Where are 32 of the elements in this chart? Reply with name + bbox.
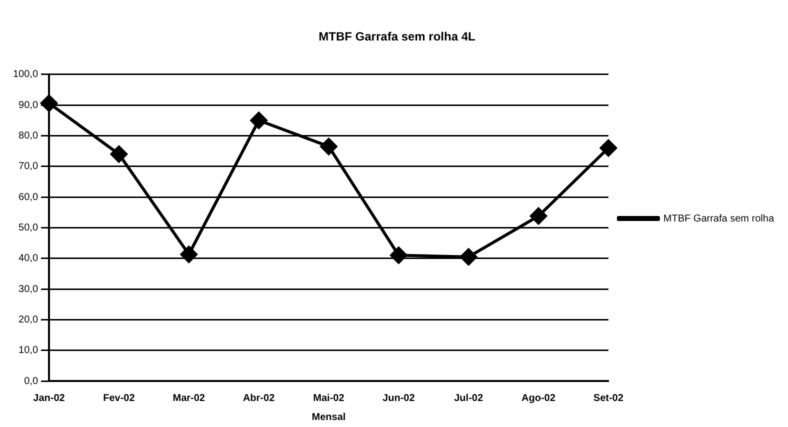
point [320,138,338,155]
y-tick-label: 80,0 [18,130,38,142]
point [180,246,198,263]
point [600,139,617,156]
x-tick-label: Set-02 [593,392,624,404]
y-tick-label: 100,0 [12,69,38,80]
point [250,112,268,129]
point [530,208,547,225]
x-tick-label: Mar-02 [172,392,206,404]
chart-title: MTBF Garrafa sem rolha 4L [318,30,476,44]
y-tick-label: 40,0 [18,253,38,264]
legend-label: MTBF Garrafa sem rolha [663,213,774,224]
y-tick-label: 50,0 [18,222,38,234]
x-tick-label: Abr-02 [242,392,276,404]
y-tick-label: 0,0 [24,376,38,387]
point [460,248,478,266]
point [390,246,408,264]
point [110,146,128,163]
x-tick-label: Jan-02 [33,392,66,404]
x-tick-label: Ago-02 [522,392,556,404]
x-tick-label: Jul-02 [454,392,484,404]
y-tick-label: 70,0 [18,161,38,172]
x-tick-label: Fev-02 [103,392,136,404]
x-axis-title: Mensal [312,412,346,423]
y-tick-label: 30,0 [18,284,38,295]
y-tick-label: 60,0 [18,192,38,203]
y-tick-label: 20,0 [18,314,38,326]
y-tick-label: 10,0 [18,345,38,356]
point [40,94,58,112]
y-tick-label: 90,0 [18,100,38,111]
x-tick-label: Jun-02 [382,392,416,404]
x-tick-label: Mai-02 [313,392,345,404]
